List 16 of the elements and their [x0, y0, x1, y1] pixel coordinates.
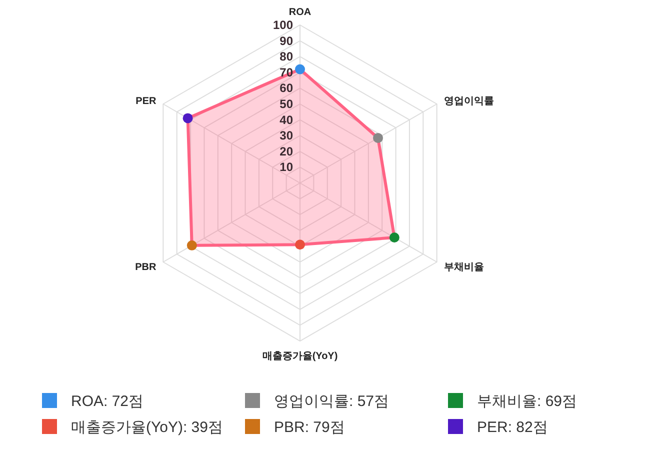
tick-label: 40 — [280, 112, 293, 127]
tick-label: 60 — [280, 81, 293, 96]
tick-label: 50 — [280, 97, 293, 111]
annotations: ROA: 72점 영업이익률: 57점 부채비율: 69점 매출증가율(YoY): 39점 PBR: 79점 PER: 82점 — [42, 393, 578, 436]
tick-label: 100 — [272, 18, 293, 32]
category-label: 영업이익률 — [444, 96, 494, 107]
category-label: 부채비율 — [444, 262, 484, 273]
tick-label: 80 — [280, 50, 293, 64]
tick-label: 90 — [280, 34, 293, 48]
category-label: 매출증가율(YoY) — [262, 351, 338, 362]
category-label: ROA — [288, 7, 312, 18]
tick-label: 30 — [280, 128, 293, 143]
tick-label: 10 — [280, 160, 293, 174]
tick-label: 20 — [280, 144, 293, 158]
category-label: PBR — [135, 262, 156, 273]
category-label: PER — [136, 96, 156, 107]
